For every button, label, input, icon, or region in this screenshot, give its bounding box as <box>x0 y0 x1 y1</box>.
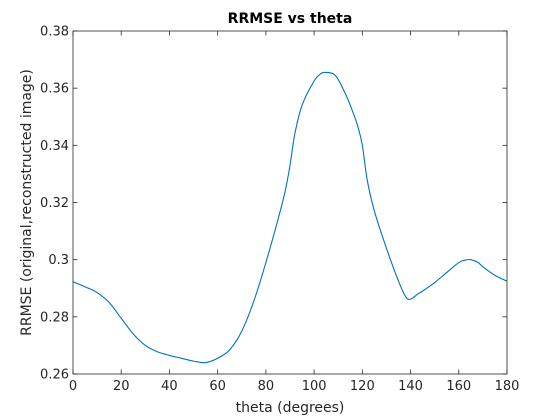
y-tick-label: 0.32 <box>40 196 69 211</box>
axes-box <box>72 30 508 375</box>
x-tick-label: 40 <box>161 379 178 394</box>
x-tick-label: 0 <box>69 379 77 394</box>
tick-labels-group: 0 20 40 60 80 100 120 140 160 180 0.26 0.28 0.3 0.32 0… <box>40 25 519 395</box>
x-tick-label: 180 <box>495 379 520 394</box>
chart-title: RRMSE vs theta <box>228 11 353 27</box>
y-tick-label: 0.3 <box>48 253 69 268</box>
y-axis-label: RRMSE (original,reconstructed image) <box>19 69 35 336</box>
x-axis-label: theta (degrees) <box>236 400 345 416</box>
x-tick-label: 100 <box>302 379 327 394</box>
y-tick-label: 0.26 <box>40 368 69 383</box>
y-tick-label: 0.34 <box>40 139 69 154</box>
x-tick-label: 60 <box>209 379 226 394</box>
y-tick-label: 0.28 <box>40 310 69 325</box>
x-tick-label: 20 <box>113 379 130 394</box>
plot-area <box>73 31 507 374</box>
x-tick-label: 140 <box>398 379 423 394</box>
y-tick-label: 0.38 <box>40 25 69 40</box>
y-tick-label: 0.36 <box>40 82 69 97</box>
x-tick-label: 160 <box>446 379 471 394</box>
x-tick-label: 120 <box>350 379 375 394</box>
x-tick-label: 80 <box>258 379 275 394</box>
series-line <box>72 71 508 364</box>
